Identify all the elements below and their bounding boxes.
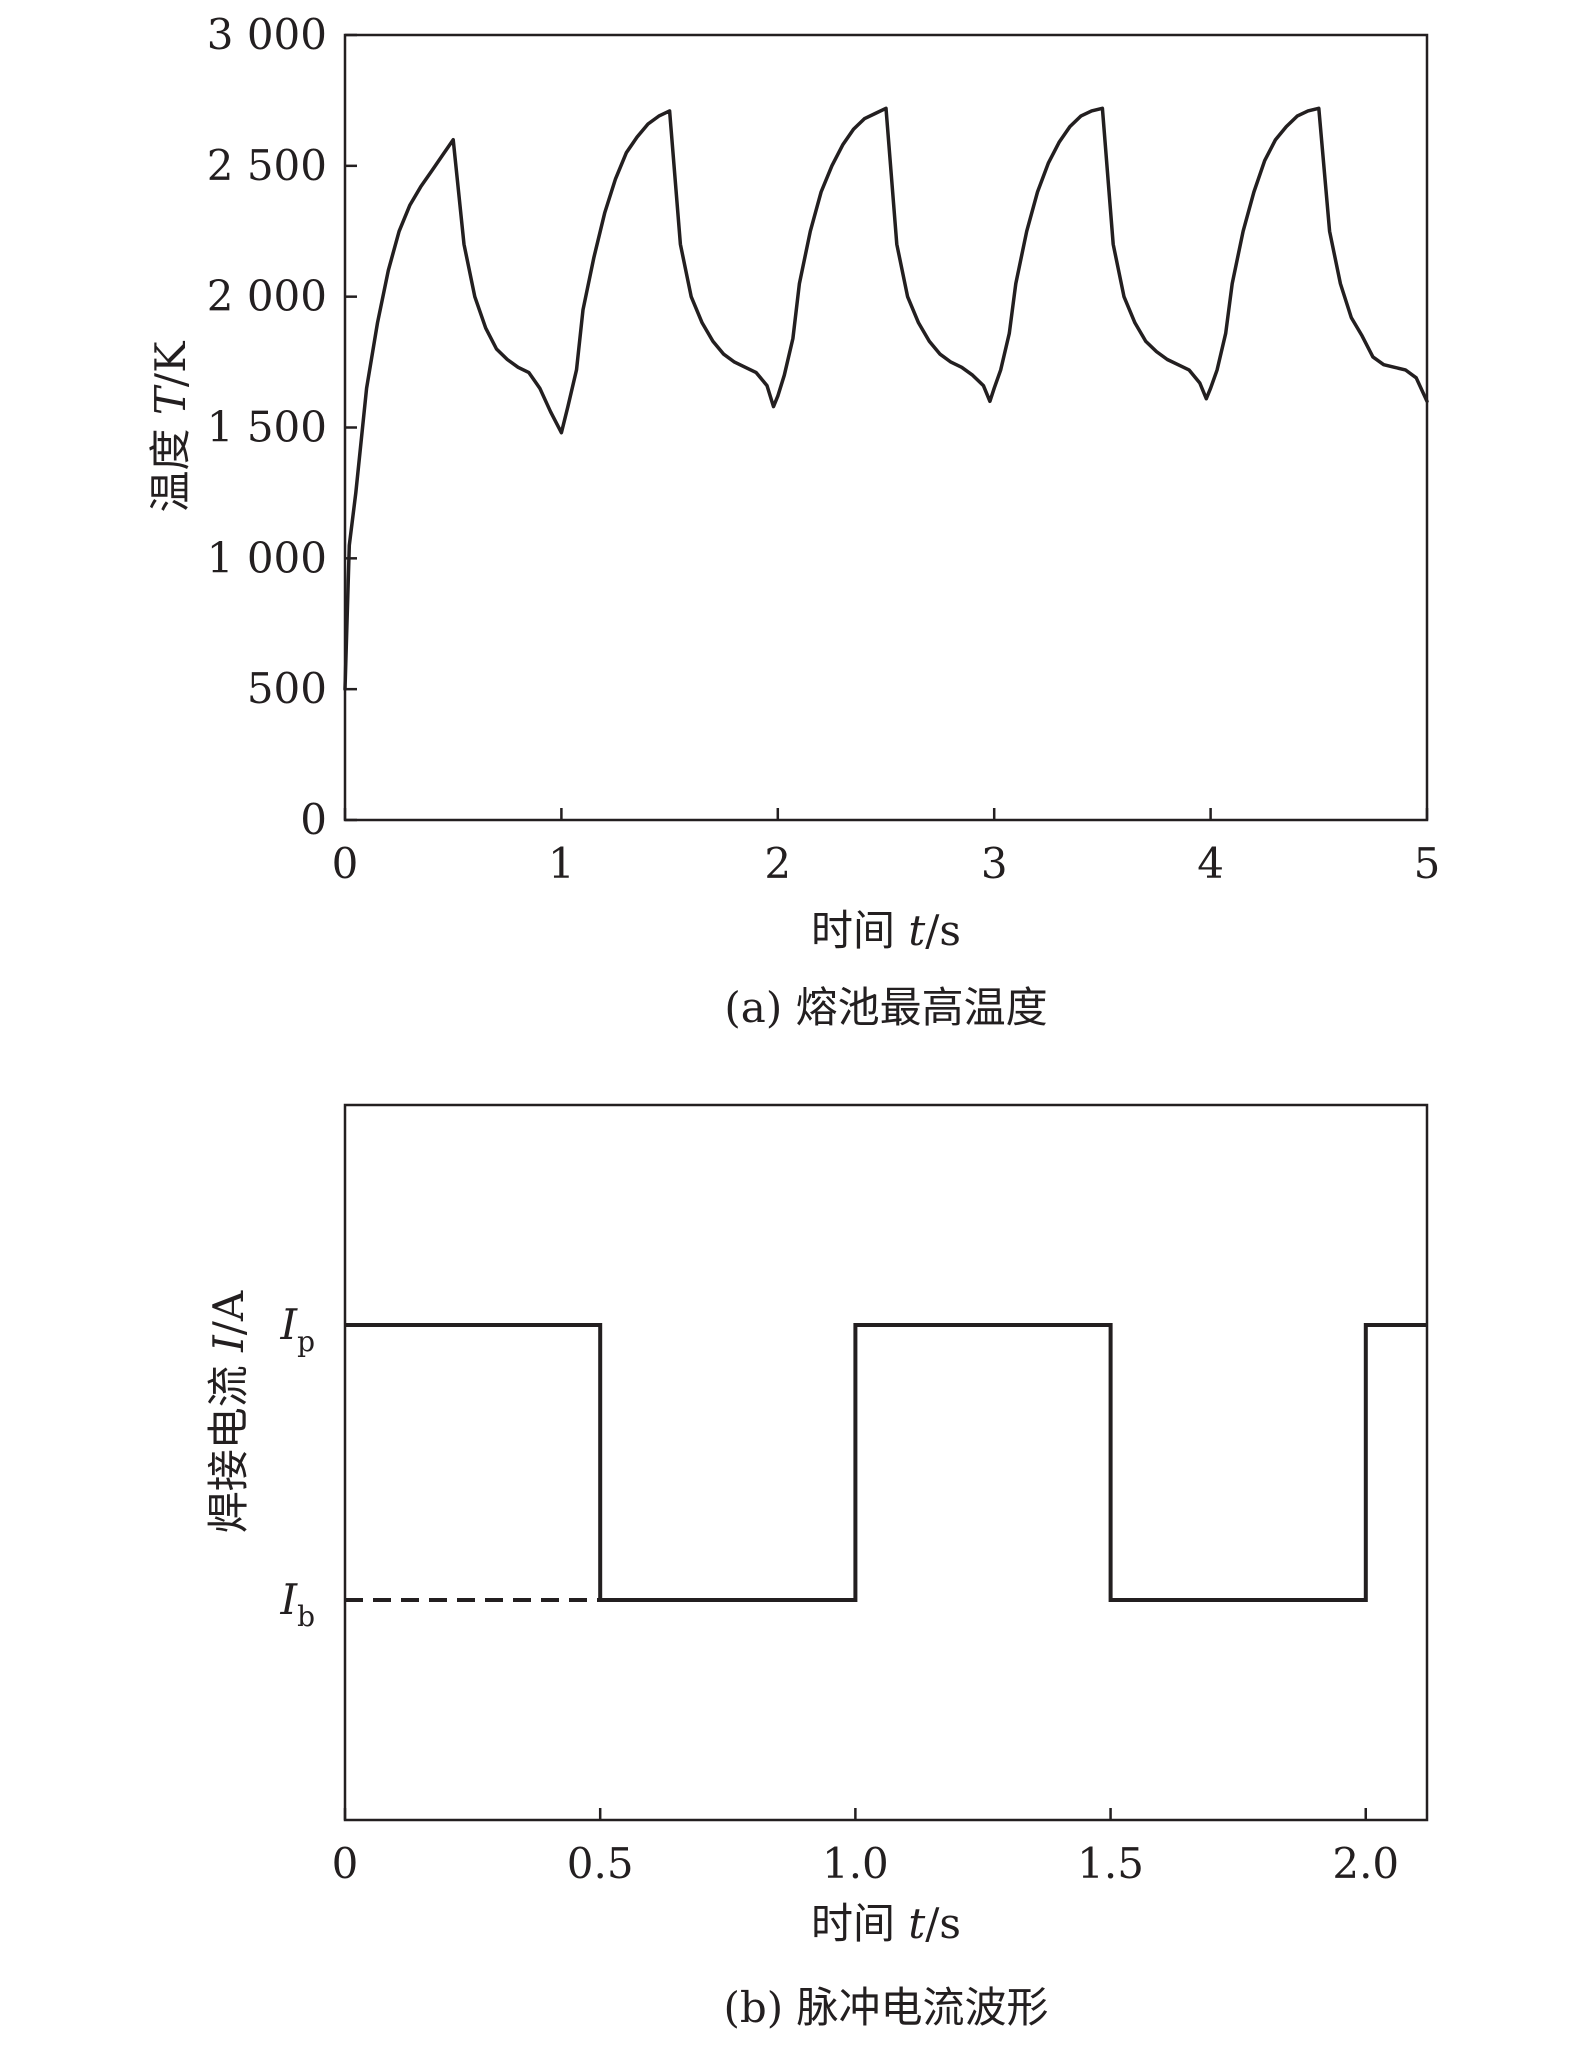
x-axis-label-unit: /s	[925, 906, 961, 955]
x-tick-label: 2.0	[1332, 1839, 1399, 1888]
y-axis-label-var: I	[204, 1334, 253, 1353]
y-axis-label-unit: /K	[146, 340, 195, 387]
y-axis-label-var: T	[146, 384, 195, 415]
plot-frame	[343, 33, 1429, 822]
chart-caption: (b) 脉冲电流波形	[723, 1983, 1048, 2032]
x-tick-label: 5	[1414, 839, 1441, 888]
x-tick-label: 1.0	[822, 1839, 889, 1888]
y-axis-label-unit: /A	[204, 1290, 253, 1335]
y-tick-label-base: Ib	[279, 1575, 315, 1633]
y-tick-label: 2 500	[207, 141, 327, 190]
y-tick-label: 1 000	[207, 533, 327, 582]
x-axis-label-prefix: 时间	[811, 906, 908, 955]
y-tick-label: 2 000	[207, 272, 327, 321]
series-layer	[345, 1323, 1427, 1602]
x-ticks: 0 0.5 1.0 1.5 2.0	[332, 1808, 1399, 1888]
y-tick-label: 3 000	[207, 10, 327, 59]
x-axis-label: 时间 t/s	[811, 1899, 961, 1948]
y-axis-label: 焊接电流 I/A	[204, 1290, 253, 1533]
y-tick-label: 0	[300, 795, 327, 844]
x-tick-label: 0.5	[567, 1839, 634, 1888]
y-tick-label: 500	[247, 664, 327, 713]
y-tick-base: I	[279, 1300, 298, 1349]
y-tick-label-peak: Ip	[279, 1300, 315, 1358]
x-tick-label: 0	[332, 839, 359, 888]
pulse-current-series-line	[345, 1323, 1427, 1602]
x-tick-label: 4	[1197, 839, 1224, 888]
x-tick-label: 3	[981, 839, 1008, 888]
y-tick-label: 1 500	[207, 403, 327, 452]
x-tick-label: 2	[764, 839, 791, 888]
y-axis-label-prefix: 焊接电流	[204, 1352, 253, 1533]
x-tick-label: 1.5	[1077, 1839, 1144, 1888]
x-axis-label-unit: /s	[925, 1899, 961, 1948]
x-axis-label: 时间 t/s	[811, 906, 961, 955]
y-ticks: 0 500 1 000 1 500 2 000 2 500 3 000	[207, 10, 357, 844]
x-axis-label-var: t	[908, 906, 925, 955]
series-layer	[343, 106, 1429, 691]
x-axis-label-prefix: 时间	[811, 1899, 908, 1948]
x-axis-label-var: t	[908, 1899, 925, 1948]
plot-frame	[343, 1103, 1429, 1822]
x-tick-label: 1	[548, 839, 575, 888]
temperature-chart: 0 1 2 3 4 5 0 500 1 000 1 500 2 000 2 500 3 000 时间 …	[146, 10, 1440, 1032]
y-tick-base: I	[279, 1575, 298, 1624]
x-tick-label: 0	[332, 1839, 359, 1888]
y-axis-label-prefix: 温度	[146, 415, 195, 512]
y-tick-sub: p	[297, 1325, 315, 1358]
temperature-series-line	[343, 106, 1429, 691]
x-ticks: 0 1 2 3 4 5	[332, 808, 1441, 888]
chart-caption: (a) 熔池最高温度	[724, 983, 1047, 1032]
y-tick-sub: b	[297, 1600, 315, 1633]
y-axis-label: 温度 T/K	[146, 340, 195, 513]
